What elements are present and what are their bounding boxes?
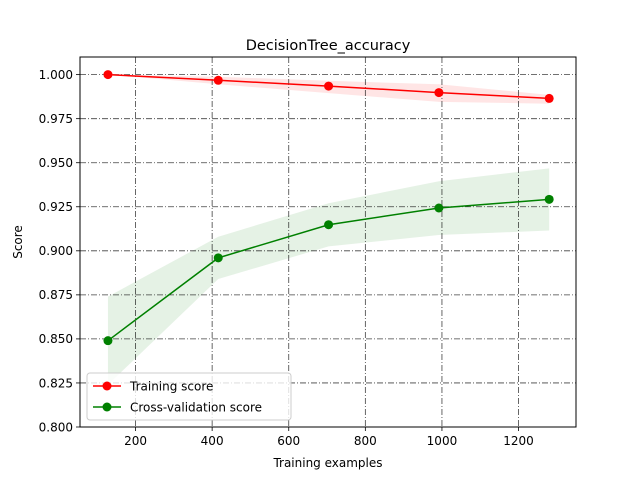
- legend-label: Training score: [129, 379, 213, 393]
- x-tick-label: 800: [354, 434, 377, 448]
- legend-marker: [102, 402, 112, 412]
- x-tick-label: 1200: [503, 434, 534, 448]
- x-tick-label: 600: [277, 434, 300, 448]
- data-point: [324, 81, 334, 91]
- y-tick-label: 0.875: [39, 288, 73, 302]
- x-axis-ticks: 200 400 600 800 1000 1200: [124, 427, 534, 448]
- y-axis-ticks: 0.800 0.825 0.850 0.875 0.900 0.925 0.950 0.975…: [39, 68, 80, 434]
- y-tick-label: 0.850: [39, 332, 73, 346]
- data-point: [213, 75, 223, 85]
- data-point: [103, 70, 113, 80]
- plot-frame: [79, 56, 577, 428]
- data-point: [434, 203, 444, 213]
- confidence-bands: [107, 74, 550, 385]
- y-tick-label: 0.900: [39, 244, 73, 258]
- y-tick-label: 1.000: [39, 68, 73, 82]
- data-point: [544, 194, 554, 204]
- legend-box: [86, 372, 292, 421]
- y-tick-label: 0.825: [39, 376, 73, 390]
- data-point: [213, 253, 223, 263]
- y-tick-label: 0.800: [39, 420, 73, 434]
- data-point: [324, 220, 334, 230]
- series-points: [103, 70, 554, 346]
- y-tick-label: 0.925: [39, 200, 73, 214]
- x-tick-label: 200: [124, 434, 147, 448]
- data-point: [434, 88, 444, 98]
- y-axis-label: Score: [11, 225, 25, 259]
- data-point: [544, 93, 554, 103]
- chart-title: DecisionTree_accuracy: [246, 38, 411, 54]
- y-tick-label: 0.975: [39, 112, 73, 126]
- confidence-band-1: [107, 168, 550, 385]
- x-tick-label: 400: [201, 434, 224, 448]
- legend: Training score Cross-validation score: [86, 372, 292, 421]
- legend-label: Cross-validation score: [130, 400, 262, 414]
- y-tick-label: 0.950: [39, 156, 73, 170]
- x-tick-label: 1000: [427, 434, 458, 448]
- legend-marker: [102, 381, 112, 391]
- x-axis-label: Training examples: [272, 456, 382, 470]
- data-point: [103, 336, 113, 346]
